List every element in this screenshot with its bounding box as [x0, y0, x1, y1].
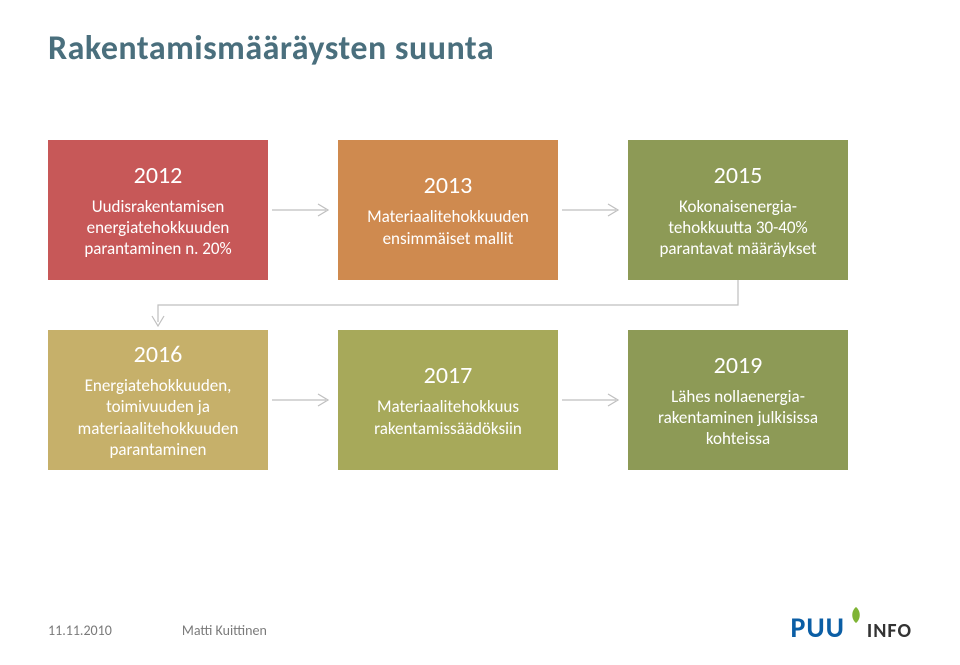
year-label: 2016 [62, 340, 254, 369]
year-label: 2015 [642, 161, 834, 190]
arrow-right-icon [268, 140, 338, 280]
leaf-icon [849, 605, 863, 625]
year-label: 2013 [352, 171, 544, 200]
box-desc: Lähes nollaenergia-rakentaminen julkisis… [642, 386, 834, 450]
year-label: 2017 [352, 361, 544, 390]
logo: PUU INFO [790, 610, 912, 645]
arrow-right-icon [268, 330, 338, 470]
footer-date: 11.11.2010 [48, 622, 112, 639]
arrow-right-icon [558, 140, 628, 280]
year-label: 2019 [642, 351, 834, 380]
timeline-box-2017: 2017 Materiaalitehokkuus rakentamissäädö… [338, 330, 558, 470]
box-desc: Kokonaisenergia-tehokkuutta 30-40% paran… [642, 196, 834, 260]
logo-secondary: INFO [867, 619, 912, 643]
timeline-box-2016: 2016 Energiatehokkuuden, toimivuuden ja … [48, 330, 268, 470]
box-desc: Materiaalitehokkuus rakentamissäädöksiin [352, 396, 544, 439]
timeline-box-2012: 2012 Uudisrakentamisen energiatehokkuude… [48, 140, 268, 280]
footer: 11.11.2010 Matti Kuittinen [48, 622, 267, 639]
footer-author: Matti Kuittinen [182, 622, 267, 639]
box-desc: Uudisrakentamisen energiatehokkuuden par… [62, 196, 254, 260]
timeline-row-2: 2016 Energiatehokkuuden, toimivuuden ja … [48, 330, 848, 470]
timeline-box-2013: 2013 Materiaalitehokkuuden ensimmäiset m… [338, 140, 558, 280]
box-desc: Materiaalitehokkuuden ensimmäiset mallit [352, 206, 544, 249]
timeline-box-2019: 2019 Lähes nollaenergia-rakentaminen jul… [628, 330, 848, 470]
arrow-right-icon [558, 330, 628, 470]
page-title: Rakentamismääräysten suunta [48, 28, 494, 69]
timeline-box-2015: 2015 Kokonaisenergia-tehokkuutta 30-40% … [628, 140, 848, 280]
box-desc: Energiatehokkuuden, toimivuuden ja mater… [62, 375, 254, 460]
timeline-row-1: 2012 Uudisrakentamisen energiatehokkuude… [48, 140, 848, 280]
year-label: 2012 [62, 161, 254, 190]
logo-primary: PUU [790, 610, 844, 645]
